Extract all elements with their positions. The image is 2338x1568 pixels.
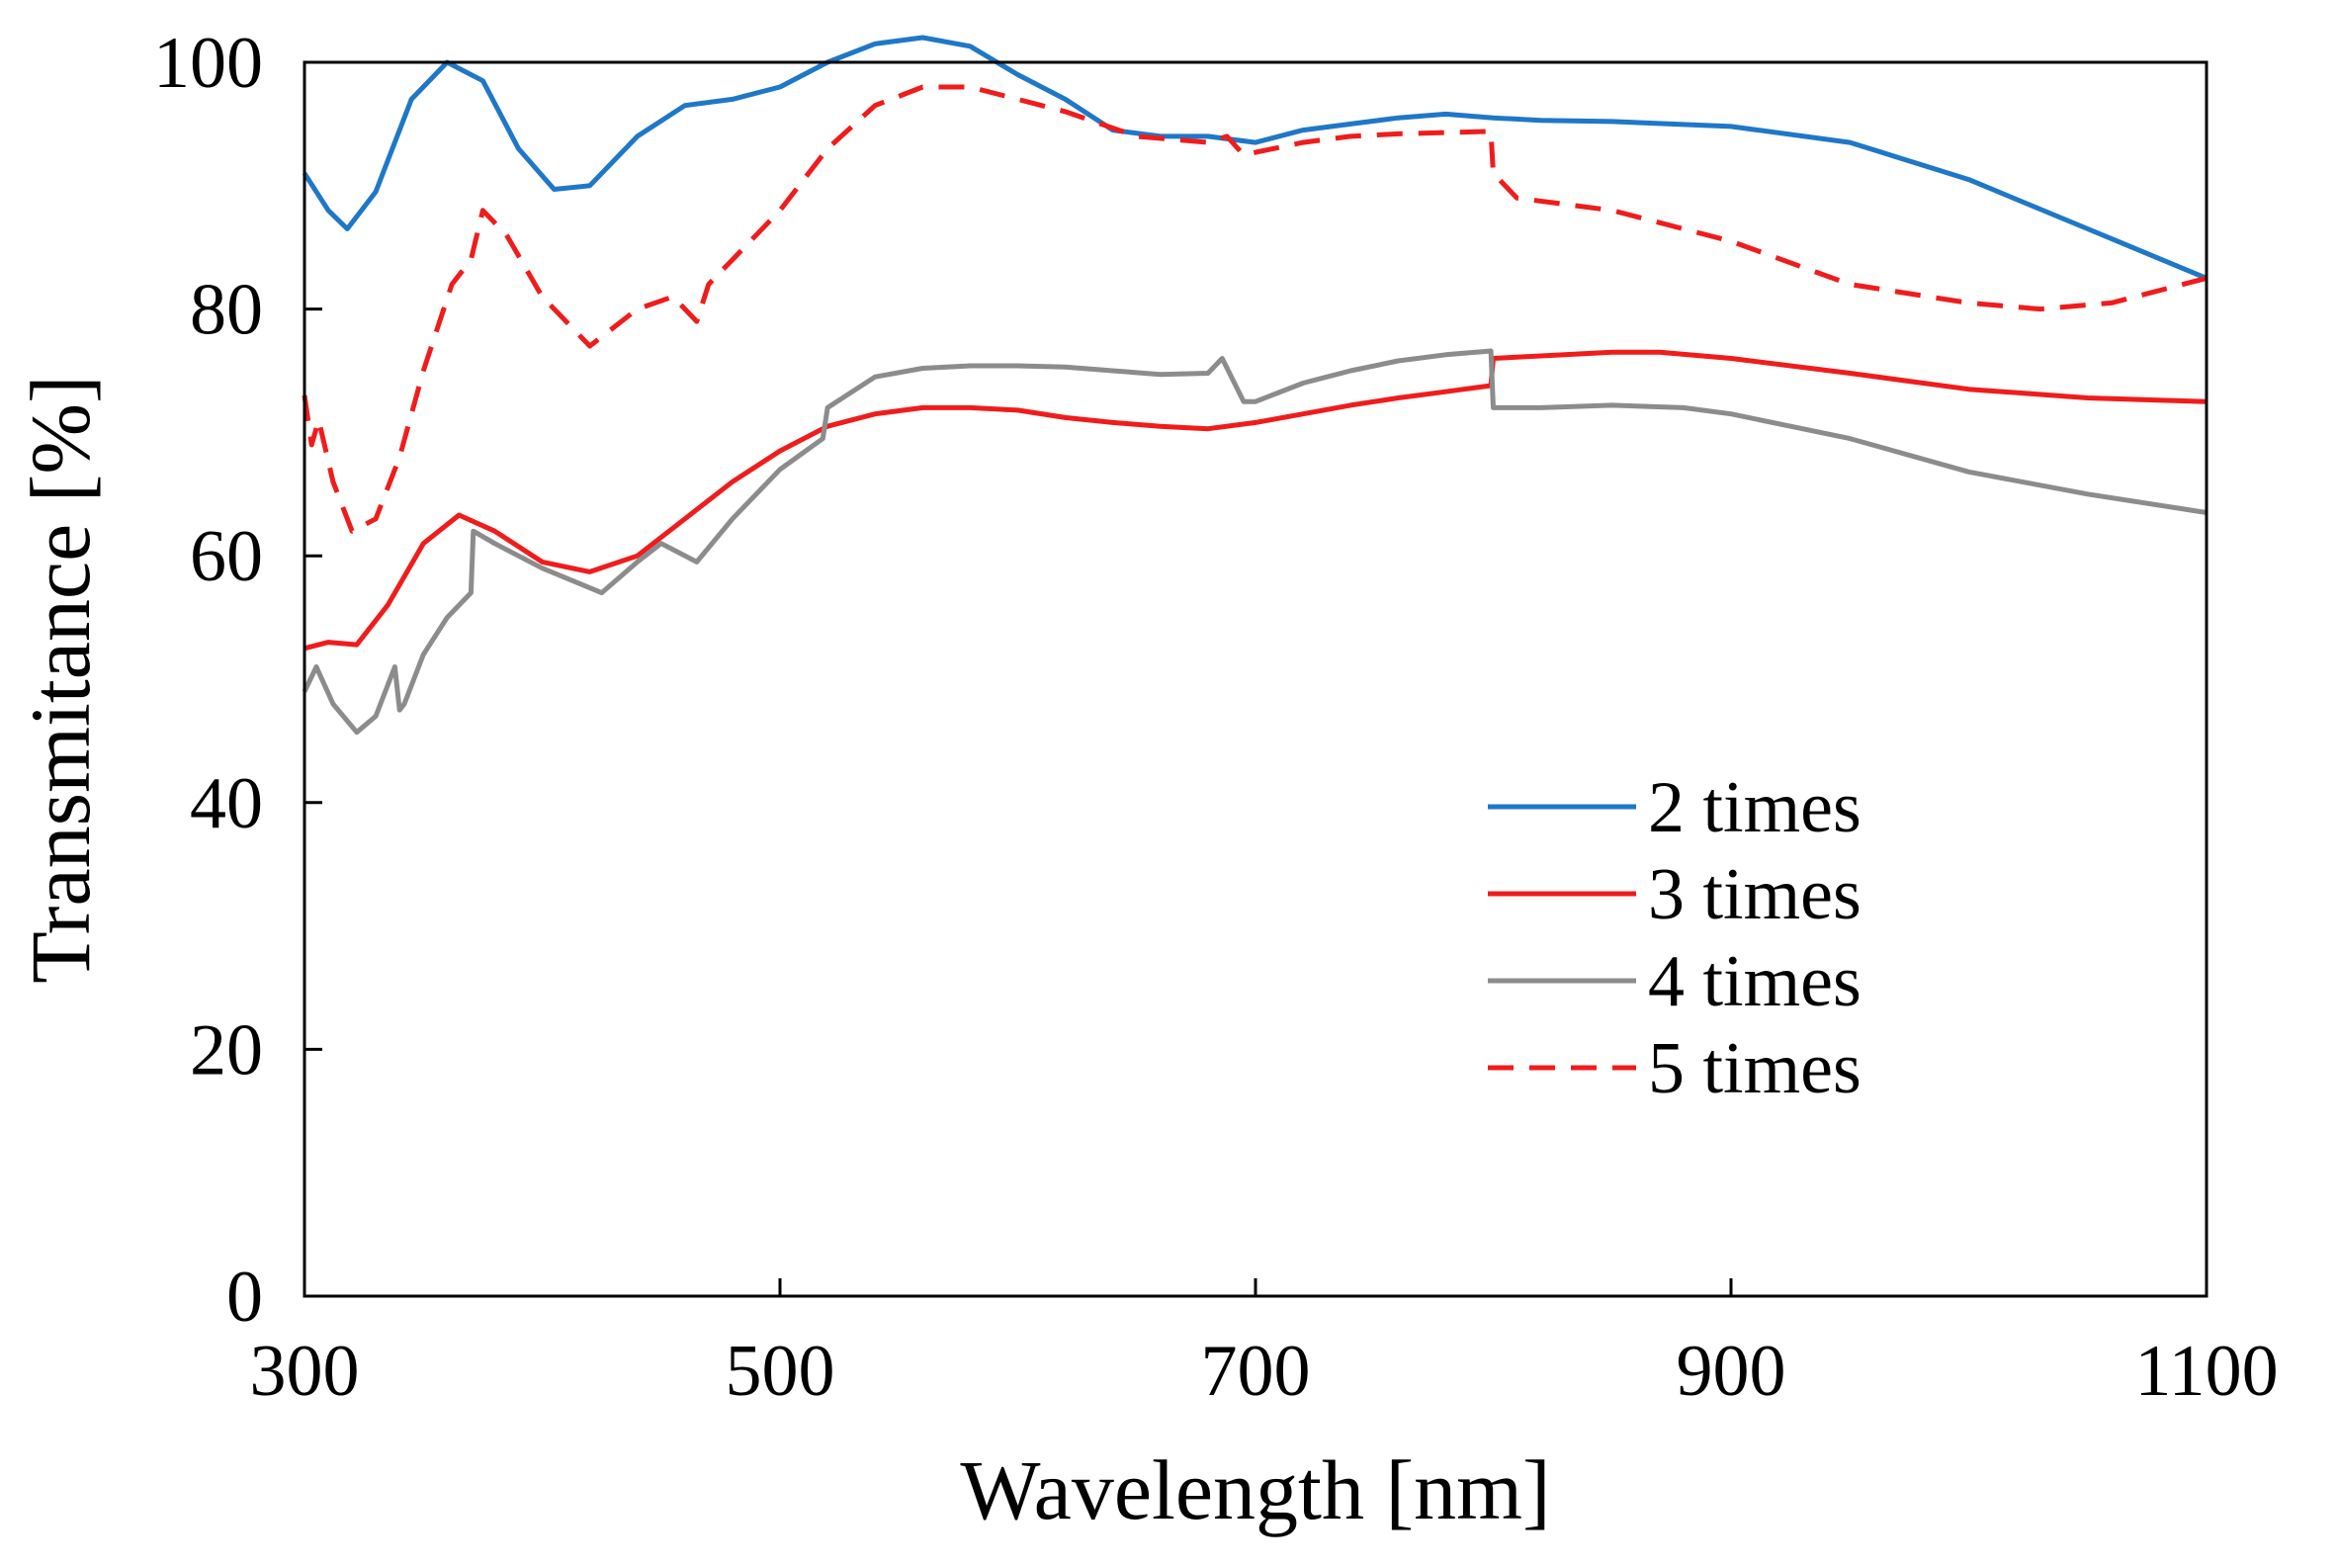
x-axis-title: Wavelength [nm]	[960, 1442, 1550, 1537]
legend-label-4-times: 4 times	[1648, 941, 1862, 1022]
series-line-3-times	[303, 349, 2208, 652]
x-tick-label-700: 700	[1201, 1331, 1311, 1412]
series-line-5-times	[302, 84, 2208, 534]
legend-label-3-times: 3 times	[1648, 854, 1862, 935]
x-tick-label-500: 500	[726, 1331, 835, 1412]
legend-label-5-times: 5 times	[1648, 1028, 1862, 1109]
y-axis-title: Transmitance [%]	[13, 375, 108, 983]
plot-frame	[303, 60, 2208, 1298]
y-tick-label-100: 100	[153, 23, 263, 104]
series-line-4-times	[302, 348, 2208, 736]
legend-label-2-times: 2 times	[1648, 767, 1862, 848]
y-tick-label-20: 20	[190, 1009, 263, 1090]
y-tick-label-0: 0	[226, 1257, 263, 1338]
ticks-layer: 300 500 700 900 1100 0 20 40 60 80 100	[153, 23, 2279, 1412]
y-tick-label-80: 80	[190, 270, 263, 351]
x-tick-label-1100: 1100	[2134, 1331, 2278, 1412]
y-tick-label-40: 40	[190, 763, 263, 844]
x-tick-label-900: 900	[1677, 1331, 1786, 1412]
series-line-2-times	[302, 35, 2208, 281]
x-tick-label-300: 300	[250, 1331, 360, 1412]
series-layer	[302, 35, 2208, 736]
y-tick-label-60: 60	[190, 516, 263, 597]
